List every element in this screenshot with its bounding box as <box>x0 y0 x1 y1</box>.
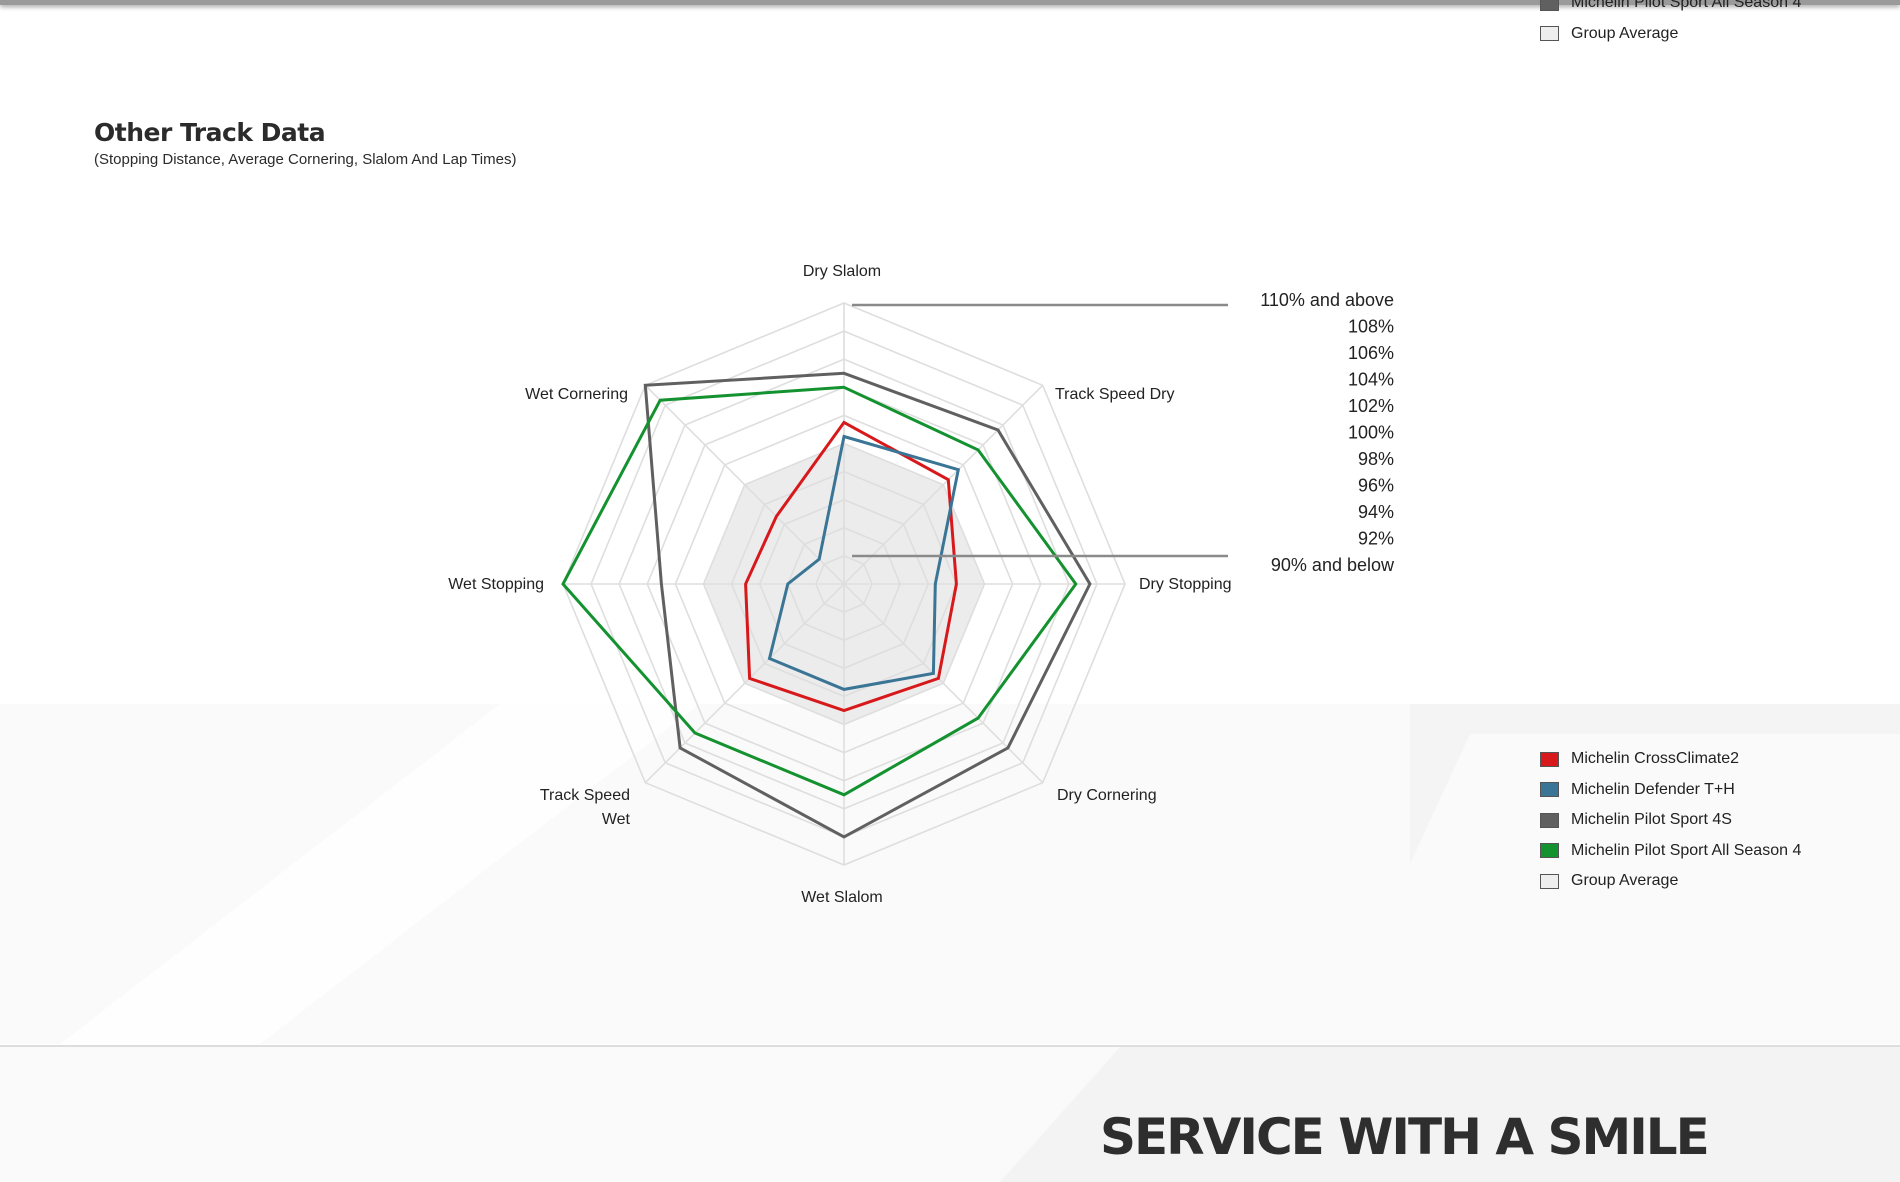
legend-item: Michelin Pilot Sport All Season 4 <box>1540 836 1801 867</box>
legend-swatch <box>1540 843 1559 859</box>
legend-label: Michelin Pilot Sport 4S <box>1571 811 1732 829</box>
scale-label: 100% <box>1348 423 1394 443</box>
legend-swatch <box>1540 751 1559 767</box>
footer-heading: SERVICE WITH A SMILE <box>1100 1108 1710 1166</box>
legend-label: Michelin Defender T+H <box>1571 780 1735 798</box>
legend-item: Michelin Defender T+H <box>1540 775 1801 806</box>
scale-label: 92% <box>1358 529 1394 549</box>
axis-label: Wet Stopping <box>448 576 544 593</box>
legend-label: Group Average <box>1571 872 1679 890</box>
footer-slant <box>1000 1047 1900 1182</box>
legend-label: Michelin Pilot Sport All Season 4 <box>1571 0 1802 12</box>
axis-label: Dry Slalom <box>803 263 881 280</box>
legend-item: Group Average <box>1540 866 1801 897</box>
legend-previous-chart: Michelin Pilot Sport All Season 4 Group … <box>1540 0 1801 43</box>
radar-chart: Dry Slalom Track Speed Dry Dry Stopping Dry… <box>448 263 1395 906</box>
axis-label: Track Speed Wet <box>540 787 631 828</box>
legend-label: Michelin CrossClimate2 <box>1571 750 1740 768</box>
scale-label: 104% <box>1348 370 1394 390</box>
scale-label: 90% and below <box>1271 555 1395 575</box>
series-michelin-crossclimate2 <box>744 420 958 713</box>
scale-label: 96% <box>1358 476 1394 496</box>
scale-label: 98% <box>1358 449 1394 469</box>
axis-label: Dry Cornering <box>1057 787 1157 804</box>
chart-subtitle: (Stopping Distance, Average Cornering, S… <box>94 151 517 168</box>
grid-spoke <box>644 583 845 784</box>
scale-label: 102% <box>1348 396 1394 416</box>
legend-swatch <box>1540 782 1559 798</box>
series-michelin-defender-t-h <box>767 434 961 691</box>
legend-swatch <box>1540 26 1559 42</box>
grid-spoke <box>644 384 845 585</box>
legend-item: Michelin Pilot Sport 4S <box>1540 805 1801 836</box>
scale-label: 108% <box>1348 317 1394 337</box>
legend-label: Group Average <box>1571 24 1679 42</box>
axis-label: Dry Stopping <box>1139 576 1232 593</box>
axis-label: Track Speed Dry <box>1055 386 1174 403</box>
scale-label: 94% <box>1358 502 1394 522</box>
legend-swatch <box>1540 873 1559 889</box>
legend-item: Group Average <box>1540 19 1801 44</box>
chart-title: Other Track Data <box>94 118 326 147</box>
legend: Michelin CrossClimate2 Michelin Defender… <box>1540 744 1801 897</box>
series-michelin-pilot-sport-all-season-4 <box>561 385 1078 797</box>
legend-label: Michelin Pilot Sport All Season 4 <box>1571 841 1802 859</box>
legend-item: Michelin CrossClimate2 <box>1540 744 1801 775</box>
header-shadow <box>0 0 1900 5</box>
grid-spoke <box>843 583 1044 784</box>
section-divider <box>0 1045 1900 1047</box>
series-michelin-pilot-sport-4s <box>643 371 1092 839</box>
legend-swatch <box>1540 0 1559 11</box>
axis-label: Wet Slalom <box>801 889 883 906</box>
axis-label: Wet Cornering <box>525 386 628 403</box>
legend-swatch <box>1540 812 1559 828</box>
legend-item: Michelin Pilot Sport All Season 4 <box>1540 0 1801 19</box>
grid-spoke <box>843 384 1044 585</box>
scale-label: 110% and above <box>1260 290 1394 310</box>
scale-label: 106% <box>1348 343 1394 363</box>
